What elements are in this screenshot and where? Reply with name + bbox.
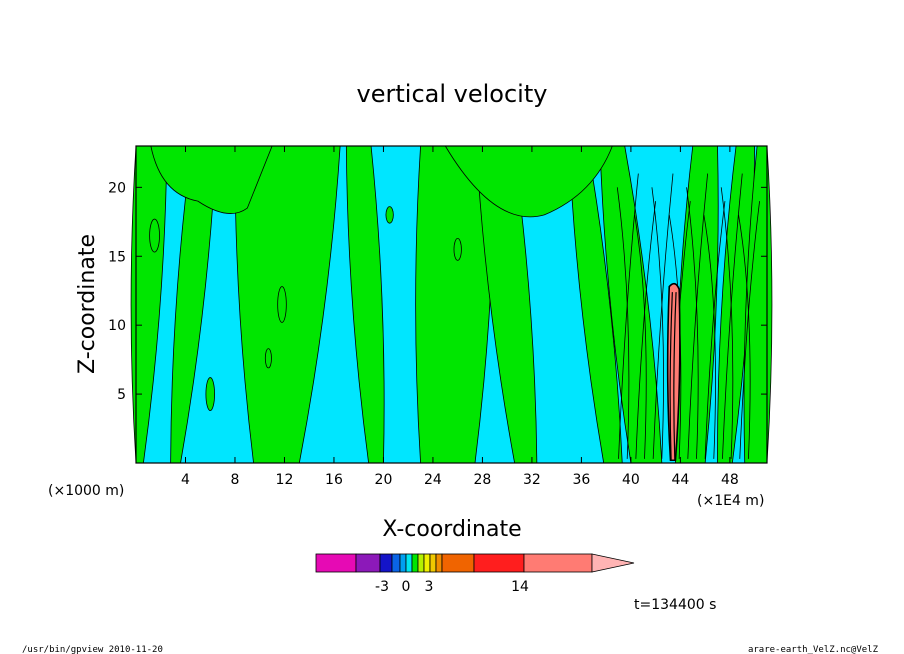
colorbar-segment <box>429 553 437 573</box>
footer-right: arare-earth_VelZ.nc@VelZ <box>748 645 879 654</box>
x-tick-label: 8 <box>231 472 240 488</box>
x-tick-label: 36 <box>572 472 590 488</box>
y-tick-label: 5 <box>117 387 126 403</box>
contour-line <box>669 292 673 461</box>
x-tick-label: 48 <box>721 472 739 488</box>
colorbar-segment <box>405 553 413 573</box>
colorbar-label-0: 0 <box>402 579 411 595</box>
x-axis-ticks: 4 8 12 16 20 24 28 32 36 40 44 48 <box>181 146 739 488</box>
colorbar-segment <box>473 553 525 573</box>
contour-line <box>704 201 726 459</box>
contour-lines <box>149 173 760 462</box>
positive-velocity-region <box>150 145 273 214</box>
colorbar-segment <box>523 553 593 573</box>
x-tick-label: 32 <box>523 472 541 488</box>
contour-line <box>616 187 630 459</box>
colorbar-label-neg3: -3 <box>375 579 389 595</box>
colorbar-segment <box>379 553 393 573</box>
colorbar <box>315 553 635 573</box>
x-tick-label: 4 <box>181 472 190 488</box>
contour-line <box>722 173 743 459</box>
positive-velocity-region <box>444 145 613 218</box>
plot-area <box>130 145 773 464</box>
colorbar-label-14: 14 <box>511 579 529 595</box>
x-tick-label: 28 <box>474 472 492 488</box>
y-axis-ticks: 5 10 15 20 <box>108 180 767 403</box>
x-tick-label: 16 <box>325 472 343 488</box>
isolated-cell <box>453 237 462 261</box>
y-tick-label: 15 <box>108 249 126 265</box>
isolated-cell <box>385 206 394 224</box>
colorbar-segment <box>417 553 425 573</box>
x-axis-label: X-coordinate <box>382 517 521 542</box>
contour-line <box>703 214 716 459</box>
y-axis-label: Z-coordinate <box>75 234 100 374</box>
contour-line <box>739 201 760 459</box>
colorbar-segment <box>391 553 401 573</box>
y-tick-label: 20 <box>108 180 126 196</box>
colorbar-segment <box>423 553 431 573</box>
isolated-cell <box>264 348 272 369</box>
contour-line <box>673 292 677 461</box>
colorbar-extension-arrow <box>591 553 635 573</box>
isolated-cell <box>205 377 215 412</box>
contour-line <box>652 173 674 459</box>
time-label: t=134400 s <box>634 597 716 613</box>
colorbar-segment <box>411 553 419 573</box>
x-tick-label: 24 <box>424 472 442 488</box>
contour-line <box>651 187 664 459</box>
colorbar-segment <box>315 553 357 573</box>
colorbar-segment <box>435 553 443 573</box>
footer-left: /usr/bin/gpview 2010-11-20 <box>22 645 163 654</box>
x-tick-label: 12 <box>276 472 294 488</box>
isolated-cell <box>149 218 160 253</box>
contour-line <box>686 187 699 459</box>
isolated-cell <box>277 286 287 323</box>
contour-line <box>720 187 734 459</box>
x-unit-left: (×1000 m) <box>48 483 124 499</box>
contour-line <box>635 201 657 459</box>
contour-line <box>738 214 751 459</box>
chart-title: vertical velocity <box>357 80 548 108</box>
y-tick-label: 10 <box>108 318 126 334</box>
colorbar-labels: -3 0 3 14 <box>375 579 529 595</box>
plot-frame <box>135 145 768 464</box>
colorbar-segment <box>355 553 381 573</box>
x-tick-label: 20 <box>375 472 393 488</box>
colorbar-segment <box>441 553 475 573</box>
contour-line <box>634 214 647 459</box>
x-unit-right: (×1E4 m) <box>697 493 764 509</box>
x-tick-label: 40 <box>622 472 640 488</box>
colorbar-label-3: 3 <box>425 579 434 595</box>
x-tick-label: 44 <box>671 472 689 488</box>
colorbar-segment <box>399 553 407 573</box>
contour-line <box>687 173 709 459</box>
contour-line <box>618 173 639 459</box>
